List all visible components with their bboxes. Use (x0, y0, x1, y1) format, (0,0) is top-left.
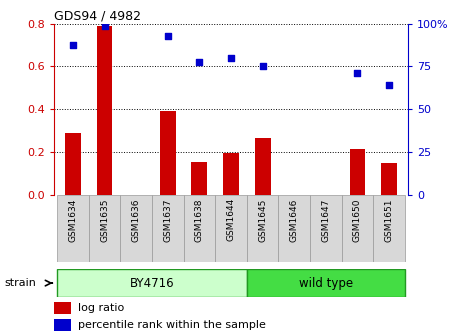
Text: GDS94 / 4982: GDS94 / 4982 (54, 9, 141, 23)
Text: GSM1634: GSM1634 (68, 198, 77, 242)
Bar (160, 111, 176, 195)
Point (386, 83, 393, 88)
FancyBboxPatch shape (341, 195, 373, 262)
Text: percentile rank within the sample: percentile rank within the sample (78, 320, 266, 330)
Point (69, 42, 76, 48)
Text: GSM1651: GSM1651 (385, 198, 393, 242)
Point (354, 71, 361, 76)
Text: GSM1638: GSM1638 (195, 198, 204, 242)
Text: GSM1644: GSM1644 (227, 198, 235, 242)
Bar (191, 162, 207, 195)
Point (101, 24, 108, 29)
Text: GSM1645: GSM1645 (258, 198, 267, 242)
Bar (223, 153, 239, 195)
FancyBboxPatch shape (152, 195, 183, 262)
Text: GSM1635: GSM1635 (100, 198, 109, 242)
Bar (255, 138, 271, 195)
Text: log ratio: log ratio (78, 303, 124, 313)
Bar (65, 133, 81, 195)
Text: GSM1636: GSM1636 (132, 198, 141, 242)
FancyBboxPatch shape (247, 269, 405, 297)
Point (164, 34, 172, 39)
Text: strain: strain (5, 278, 37, 288)
FancyBboxPatch shape (373, 195, 405, 262)
Bar (54, 319, 71, 331)
FancyBboxPatch shape (279, 195, 310, 262)
FancyBboxPatch shape (57, 269, 247, 297)
FancyBboxPatch shape (121, 195, 152, 262)
Bar (54, 302, 71, 314)
Bar (349, 149, 365, 195)
FancyBboxPatch shape (247, 195, 279, 262)
Point (227, 55, 234, 60)
FancyBboxPatch shape (57, 195, 89, 262)
Bar (97, 26, 113, 195)
Point (196, 59, 203, 65)
Point (259, 64, 266, 69)
Text: GSM1647: GSM1647 (321, 198, 330, 242)
FancyBboxPatch shape (89, 195, 121, 262)
Text: GSM1646: GSM1646 (290, 198, 299, 242)
FancyBboxPatch shape (183, 195, 215, 262)
Bar (381, 163, 397, 195)
Text: BY4716: BY4716 (129, 277, 174, 290)
FancyBboxPatch shape (310, 195, 341, 262)
Text: wild type: wild type (299, 277, 353, 290)
FancyBboxPatch shape (215, 195, 247, 262)
Text: GSM1637: GSM1637 (163, 198, 172, 242)
Text: GSM1650: GSM1650 (353, 198, 362, 242)
